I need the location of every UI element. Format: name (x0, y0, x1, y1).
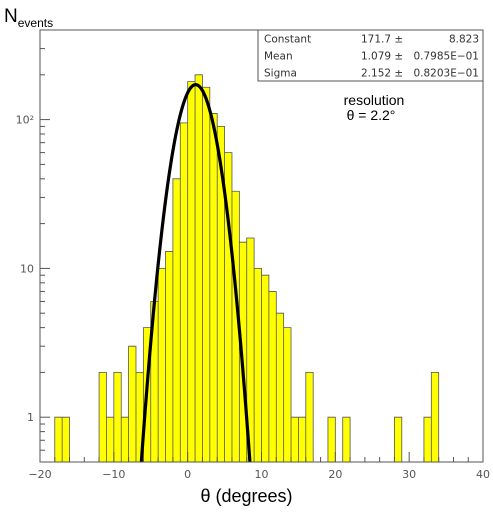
stat-error: 0.7985E−01 (413, 51, 479, 63)
histogram-bars (54, 74, 439, 463)
histogram-bar (283, 327, 292, 462)
histogram-bar (209, 113, 218, 462)
gaussian-fit-curve (139, 83, 252, 463)
stat-name: Constant (264, 34, 311, 46)
histogram-bar (113, 372, 122, 462)
x-tick-label: −10 (102, 468, 125, 481)
stat-name: Sigma (264, 68, 297, 80)
stat-name: Mean (264, 51, 293, 63)
histogram-bar (202, 87, 210, 462)
y-tick-label: 10 (20, 262, 34, 275)
theta-value-label: θ = 2.2° (347, 107, 396, 123)
histogram-bar (327, 417, 336, 462)
histogram-bar (99, 372, 107, 462)
histogram-bar (276, 313, 284, 462)
x-tick-label: 0 (184, 468, 191, 481)
stat-value: 2.152 ± (361, 68, 403, 80)
histogram-bar (54, 417, 63, 462)
histogram-bar (231, 191, 240, 462)
histogram-bar (165, 251, 173, 462)
histogram-bar (106, 417, 114, 462)
stat-error: 0.8203E−01 (413, 68, 479, 80)
axis-ticks: −20 −10 0 10 20 30 40 1 10 10² (16, 29, 490, 481)
y-tick-label: 10² (16, 114, 34, 127)
histogram-bar (150, 301, 159, 462)
histogram-bar (187, 81, 196, 462)
histogram-bar (246, 238, 255, 462)
histogram-bar (431, 372, 439, 462)
histogram-outline (54, 74, 440, 462)
histogram-bar (195, 74, 203, 463)
histogram-bar (291, 417, 299, 462)
stat-value: 171.7 ± (361, 34, 403, 46)
x-tick-label: 40 (476, 468, 490, 481)
histogram-bar (121, 417, 129, 462)
histogram-bar (423, 417, 432, 462)
histogram-bar (158, 268, 166, 462)
histogram-bar (128, 346, 136, 462)
y-axis-label-main: N (4, 6, 18, 27)
x-tick-label: 20 (328, 468, 342, 481)
histogram-bar (224, 152, 232, 462)
histogram-bar (268, 291, 277, 462)
histogram-bar (254, 268, 262, 462)
histogram-bar (62, 417, 70, 462)
histogram-bar (217, 126, 225, 462)
x-tick-label: −20 (28, 468, 51, 481)
x-axis-label: θ (degrees) (200, 486, 293, 506)
stat-value: 1.079 ± (361, 51, 403, 63)
stat-error: 8.823 (449, 34, 479, 46)
y-axis-label-subscript: events (17, 16, 54, 30)
x-tick-label: 30 (402, 468, 416, 481)
histogram-bar (261, 275, 269, 462)
y-tick-label: 1 (27, 411, 34, 424)
histogram-bar (305, 372, 314, 462)
histogram-bar (135, 372, 144, 462)
y-axis-label: Nevents (4, 6, 53, 30)
histogram-bar (172, 178, 181, 463)
fit-statistics-box: Constant 171.7 ± 8.823 Mean 1.079 ± 0.7985E−0… (257, 29, 484, 82)
histogram-bar (394, 417, 402, 462)
histogram-bar (180, 122, 188, 462)
resolution-label: resolution (344, 92, 405, 108)
histogram-bar (239, 242, 247, 462)
histogram-bar (342, 417, 351, 462)
stats-box-frame (257, 29, 484, 82)
x-tick-label: 10 (255, 468, 269, 481)
histogram-bar (298, 417, 306, 462)
